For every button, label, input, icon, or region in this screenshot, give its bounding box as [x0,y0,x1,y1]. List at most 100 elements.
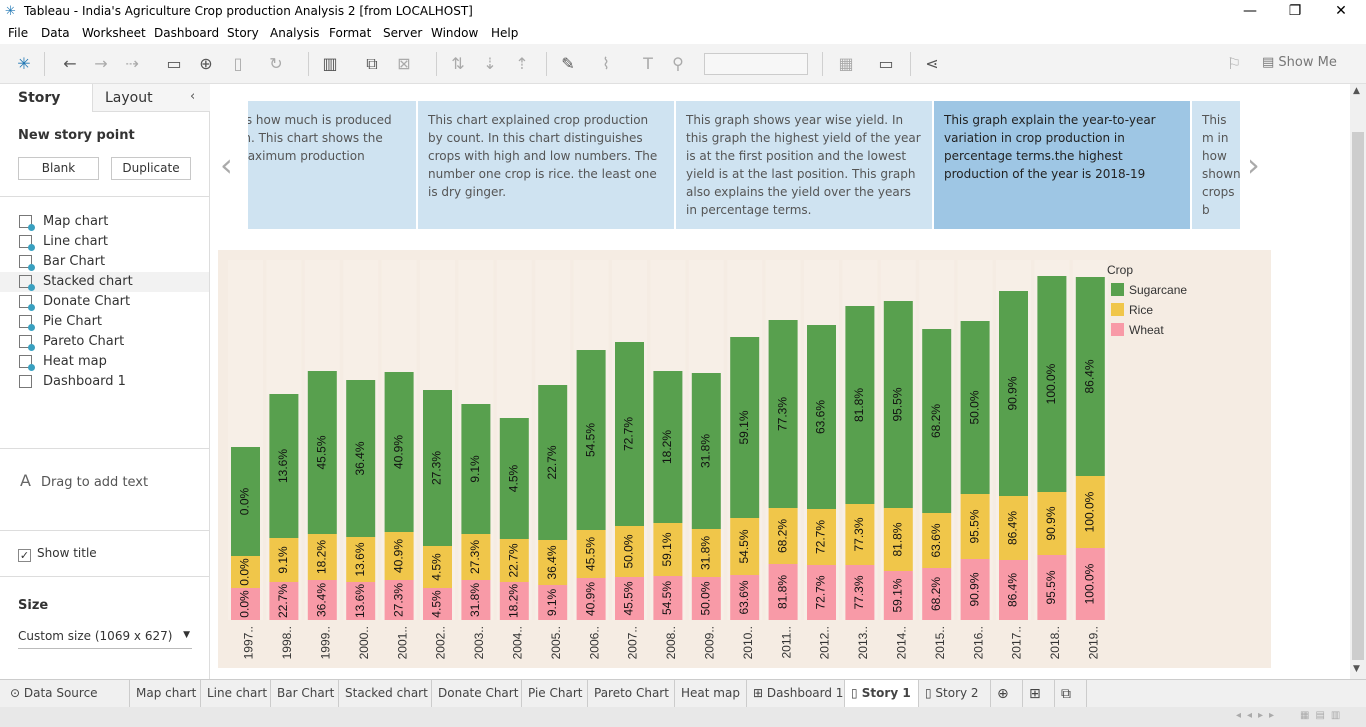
size-value: Custom size (1069 x 627) [18,629,173,643]
show-title-checkbox[interactable]: ✓ Show title [18,546,97,562]
bar-segment-rice [499,539,529,582]
sheet-item-dashboard-1[interactable]: Dashboard 1 [0,372,209,392]
story-point-caption[interactable]: ws how much is produced on. This chart s… [248,101,418,229]
story-point-caption[interactable]: This graph shows year wise yield. In thi… [676,101,934,229]
scroll-down-icon[interactable]: ▼ [1353,664,1360,674]
sort-ascending-icon[interactable]: ⇣ [483,54,497,73]
menu-help[interactable]: Help [491,26,519,40]
story-point-caption[interactable]: This chart explained crop production by … [418,101,676,229]
show-labels-icon[interactable]: T [643,54,653,73]
scroll-thumb[interactable] [1352,132,1364,660]
sheet-item-heat-map[interactable]: Heat map [0,352,209,372]
blank-button[interactable]: Blank [18,157,99,180]
pause-updates-icon[interactable]: ▯ [233,54,243,73]
menu-data[interactable]: Data [41,26,70,40]
fit-dropdown[interactable] [704,53,808,75]
size-dropdown[interactable]: Custom size (1069 x 627) ▼ [18,627,192,649]
share-icon[interactable]: ⋖ [925,54,939,73]
sort-descending-icon[interactable]: ⇡ [515,54,529,73]
data-label: 90.9% [1006,376,1020,410]
refresh-icon[interactable]: ↻ [269,54,283,73]
tab-label: Story 2 [935,686,979,700]
tab-pareto-chart[interactable]: Pareto Chart [588,680,675,708]
new-worksheet-icon[interactable]: ▥ [322,54,338,73]
show-me-button[interactable]: ▤ Show Me [1262,55,1337,70]
sheet-item-pareto-chart[interactable]: Pareto Chart [0,332,209,352]
new-story-tab-icon[interactable]: ⧉ [1055,680,1087,708]
close-button[interactable]: ✕ [1335,3,1347,19]
menu-worksheet[interactable]: Worksheet [82,26,146,40]
data-label: 50.0% [622,534,636,568]
menu-story[interactable]: Story [227,26,259,40]
tab-layout[interactable]: Layout [92,84,210,112]
tab-data-source[interactable]: ⊙ Data Source [0,680,130,708]
tab-bar-chart[interactable]: Bar Chart [271,680,339,708]
bar-segment-wheat [499,582,529,620]
scroll-up-icon[interactable]: ▲ [1353,86,1360,96]
minimize-button[interactable]: — [1243,3,1257,19]
save-icon[interactable]: ▭ [166,54,182,73]
new-dashboard-tab-icon[interactable]: ⊞ [1023,680,1055,708]
bar-segment-sugarcane [499,418,529,539]
story-point-caption-selected[interactable]: This graph explain the year-to-year vari… [934,101,1192,229]
story-point-caption[interactable]: This m in how shown crops b [1192,101,1240,229]
data-label: 22.7% [506,543,520,577]
vertical-scrollbar[interactable]: ▲ ▼ [1350,84,1366,679]
menu-file[interactable]: File [8,26,29,40]
tab-donate-chart[interactable]: Donate Chart [432,680,522,708]
show-cards-icon[interactable]: ▦ [838,54,854,73]
bar-segment-rice [653,523,683,576]
clear-sheet-icon[interactable]: ⊠ [397,54,411,73]
group-members-icon[interactable]: ⌇ [602,54,610,73]
tab-dashboard-1[interactable]: ⊞ Dashboard 1 [747,680,845,708]
sheet-item-stacked-chart[interactable]: Stacked chart [0,272,209,292]
menu-dashboard[interactable]: Dashboard [154,26,220,40]
restore-button[interactable]: ❐ [1288,3,1302,19]
pin-icon[interactable]: ⚐ [1226,54,1242,73]
tab-story-1[interactable]: ▯ Story 1 [845,680,919,708]
tab-map-chart[interactable]: Map chart [130,680,201,708]
tab-story-2[interactable]: ▯ Story 2 [919,680,991,708]
presentation-mode-icon[interactable]: ▭ [878,54,894,73]
tab-story[interactable]: Story [0,84,92,112]
drag-to-add-text[interactable]: A Drag to add text [20,471,148,490]
tab-stacked-chart[interactable]: Stacked chart [339,680,432,708]
previous-story-point-icon[interactable]: ‹ [220,146,233,184]
sheet-item-line-chart[interactable]: Line chart [0,232,209,252]
tab-heat-map[interactable]: Heat map [675,680,747,708]
redo-icon[interactable]: → [94,54,108,73]
data-label: 72.7% [814,520,828,554]
replay-icon[interactable]: ⇢ [125,54,139,73]
menu-analysis[interactable]: Analysis [270,26,320,40]
tableau-home-icon[interactable]: ✳ [17,54,31,73]
sheet-item-donate-chart[interactable]: Donate Chart [0,292,209,312]
menu-window[interactable]: Window [431,26,479,40]
story-canvas: ‹ ws how much is produced on. This chart… [210,84,1350,679]
sheet-item-pie-chart[interactable]: Pie Chart [0,312,209,332]
duplicate-button[interactable]: Duplicate [111,157,191,180]
tab-line-chart[interactable]: Line chart [201,680,271,708]
menu-bar: File Data Worksheet Dashboard Story Anal… [0,24,1366,44]
sheet-item-bar-chart[interactable]: Bar Chart [0,252,209,272]
highlight-icon[interactable]: ✎ [561,54,575,73]
sheet-navigation-icons[interactable]: ◂◂▸▸ [1236,710,1281,721]
story-navigator: ws how much is produced on. This chart s… [248,101,1240,229]
new-worksheet-tab-icon[interactable]: ⊕ [991,680,1023,708]
tab-pie-chart[interactable]: Pie Chart [522,680,588,708]
new-data-source-icon[interactable]: ⊕ [199,54,213,73]
undo-icon[interactable]: ← [63,54,77,73]
menu-format[interactable]: Format [329,26,372,40]
x-tick-label: 2004.. [510,626,524,659]
fix-axes-icon[interactable]: ⚲ [672,54,684,73]
sheet-label: Dashboard 1 [43,374,126,389]
swap-rows-columns-icon[interactable]: ⇅ [451,54,465,73]
sheet-view-icons[interactable]: ▦▤▥ [1300,710,1347,721]
duplicate-sheet-icon[interactable]: ⧉ [366,54,378,73]
collapse-pane-icon[interactable]: ‹ [190,89,196,104]
next-story-point-icon[interactable]: › [1247,146,1260,184]
bar-segment-rice [1075,476,1105,548]
menu-server[interactable]: Server [383,26,423,40]
sheet-item-map-chart[interactable]: Map chart [0,212,209,232]
data-label: 50.0% [698,581,712,615]
x-tick-label: 2001.. [395,626,409,659]
